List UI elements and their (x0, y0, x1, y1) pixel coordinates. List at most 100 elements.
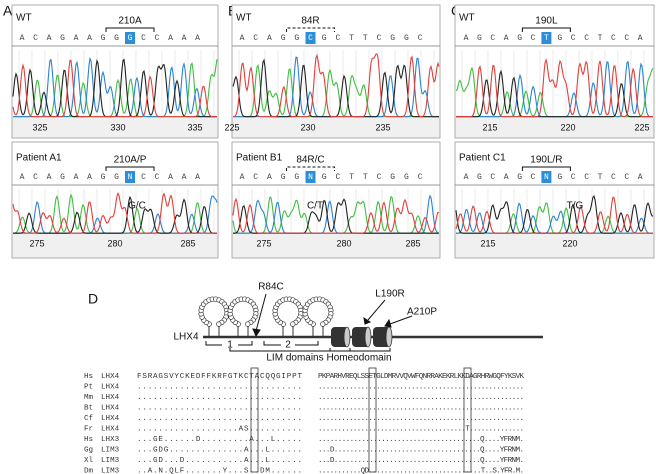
base-call: C (490, 173, 495, 182)
sequence-left: ............................... (137, 405, 302, 413)
base-call: A (47, 34, 52, 43)
helix-end (343, 326, 351, 348)
sample-label: WT (459, 13, 475, 24)
residue-bead (216, 321, 222, 327)
base-call: C (611, 34, 616, 43)
base-call: A (464, 173, 469, 182)
base-call: A (168, 34, 173, 43)
tick-band (232, 118, 440, 138)
sample-label: Patient A1 (16, 153, 62, 164)
sequence-left: ...GDG..............A...L...... (137, 447, 302, 455)
gene: LHX4 (101, 405, 120, 413)
sequence-right: ........................................… (318, 405, 524, 413)
sequence-right: ...D....................................… (318, 447, 524, 455)
base-ambiguity: T/G (567, 201, 584, 212)
base-call: C (624, 34, 629, 43)
gene: LIM3 (101, 447, 120, 455)
base-call: G (404, 34, 409, 43)
mutation-label: 210A/P (114, 155, 147, 166)
gene: LHX4 (101, 415, 120, 423)
base-call: A (182, 34, 187, 43)
base-call: T (363, 34, 368, 43)
sequence-right: ........................................… (318, 436, 524, 444)
sequence-left: ............................... (137, 384, 302, 392)
mutation-bracket (521, 166, 571, 171)
mutation-bracket (105, 27, 155, 32)
species: Hs (84, 373, 93, 381)
base-call: G (114, 34, 119, 43)
mutation-bracket (286, 27, 335, 32)
sample-label: Patient B1 (236, 153, 283, 164)
sequence-left: FSRAGSVYCKEDFFKRFGTKCTACQQGIPPT (137, 373, 302, 381)
base-call: G (114, 173, 119, 182)
base-call: G (294, 34, 299, 43)
base-call: G (101, 34, 106, 43)
species: Fr (84, 426, 93, 434)
base-call: N (128, 173, 133, 182)
species: Pt (84, 384, 93, 392)
mutation-label: 84R (301, 16, 319, 27)
sequence-left: ...GE......D.........A...L..... (137, 436, 302, 444)
position-tick: 280 (107, 238, 122, 248)
sequence-right: ...........QD...........................… (318, 468, 524, 474)
base-call: C (253, 173, 258, 182)
sample-label: Patient C1 (459, 153, 506, 164)
sequence-right: ...D....................................… (318, 457, 524, 465)
base-call: G (390, 34, 395, 43)
base-call: A (638, 173, 643, 182)
base-call: C (141, 173, 146, 182)
trace (232, 197, 440, 234)
gene: LHX4 (101, 373, 120, 381)
base-call: N (544, 173, 549, 182)
position-tick: 280 (336, 238, 351, 248)
tick-band (232, 234, 440, 258)
trace (12, 59, 217, 118)
base-call: A (195, 34, 200, 43)
residue-bead (245, 321, 251, 327)
domain-number: 2 (285, 340, 291, 351)
domain-brackets (205, 341, 391, 352)
trace (456, 202, 653, 234)
tick-band (455, 234, 654, 258)
base-call: A (87, 173, 92, 182)
base-call: G (322, 34, 327, 43)
position-tick: 215 (482, 122, 497, 132)
trace (12, 191, 217, 234)
base-call: C (531, 34, 536, 43)
base-call: G (517, 34, 522, 43)
base-call: A (464, 34, 469, 43)
mutation-label: A210P (407, 307, 437, 318)
trace (13, 195, 217, 234)
base-call: G (281, 34, 286, 43)
position-tick: 275 (256, 238, 271, 248)
base-call: A (504, 34, 509, 43)
base-highlight (125, 32, 135, 44)
sequence-left: ..A.N.QLF.......Y...S..DM...... (137, 468, 302, 474)
base-call: C (155, 34, 160, 43)
trace (455, 196, 653, 234)
position-tick: 285 (180, 238, 195, 248)
base-call: G (281, 173, 286, 182)
base-call: C (611, 173, 616, 182)
sequence-left: ...GD...D...........A...L...... (137, 457, 302, 465)
base-call: A (195, 173, 200, 182)
base-call: A (240, 173, 245, 182)
position-tick: 230 (300, 122, 315, 132)
species: Bt (84, 405, 93, 413)
base-call: C (571, 34, 576, 43)
position-tick: 225 (634, 122, 649, 132)
base-call: C (490, 34, 495, 43)
base-call: G (101, 173, 106, 182)
position-tick: 335 (187, 122, 202, 132)
base-call: A (20, 173, 25, 182)
base-call: C (531, 173, 536, 182)
sequence-left: ...................AS.......... (137, 426, 302, 434)
base-call: G (128, 34, 133, 43)
base-call: N (308, 173, 313, 182)
mutation-label: R84C (258, 282, 284, 293)
position-tick: 330 (110, 122, 125, 132)
base-call: G (557, 34, 562, 43)
sequence-right: ......................................T.… (318, 426, 524, 434)
position-tick: 215 (480, 238, 495, 248)
base-call: A (87, 34, 92, 43)
